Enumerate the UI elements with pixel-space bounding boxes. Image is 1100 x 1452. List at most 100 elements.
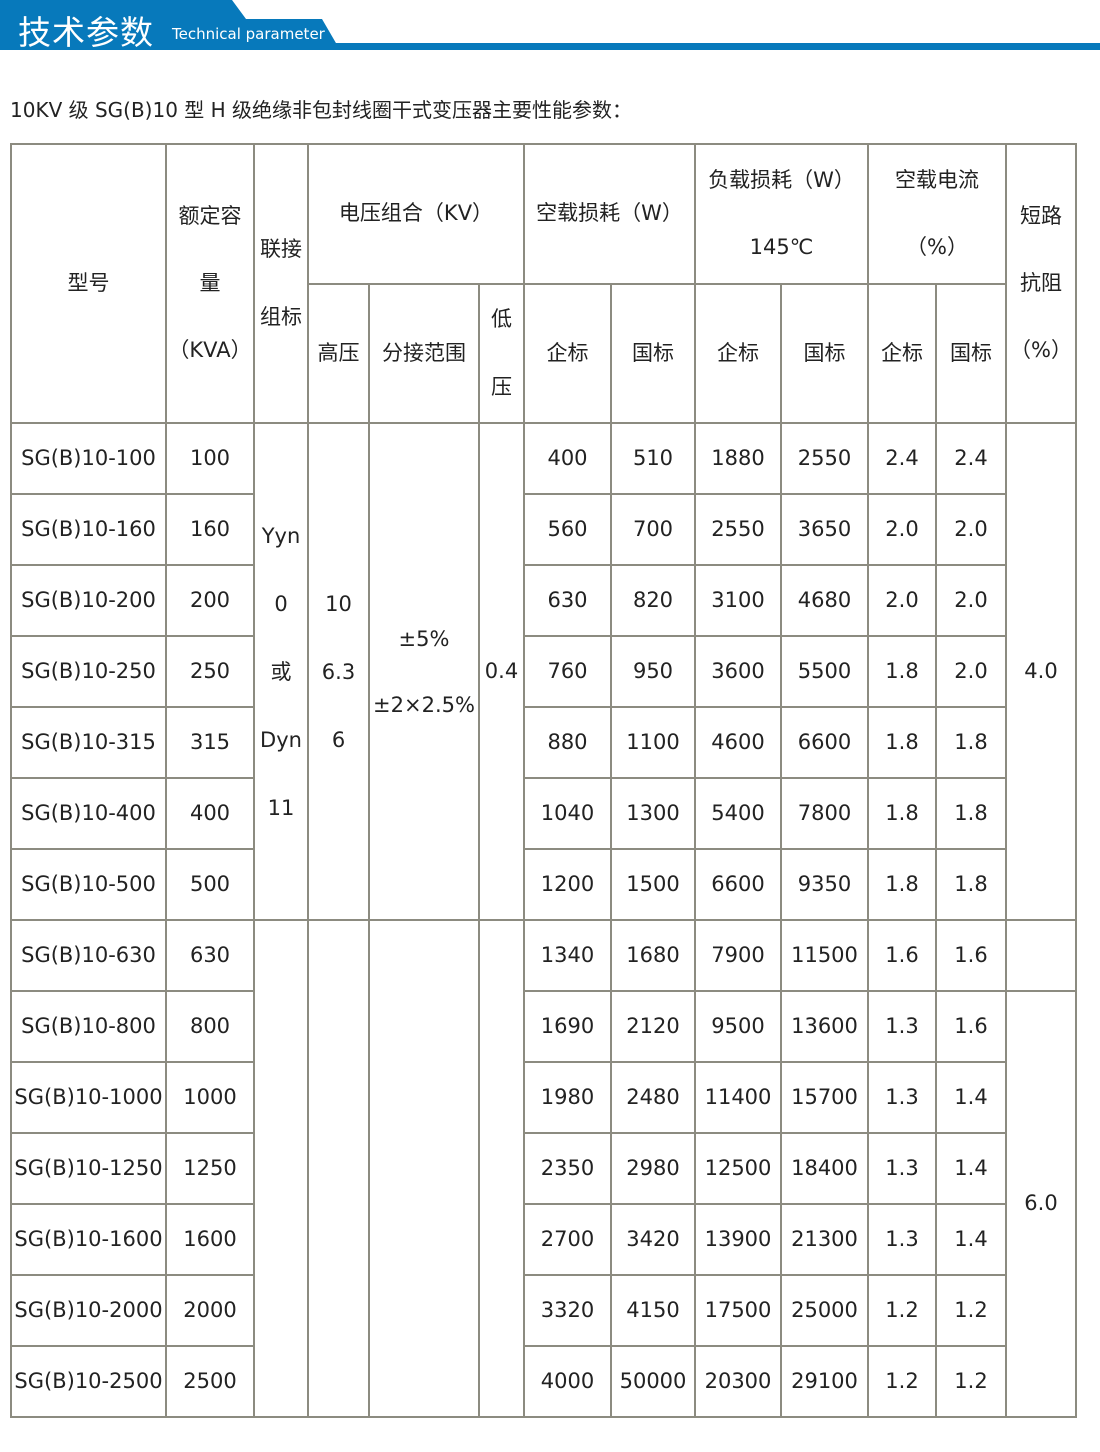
cell-value: 11400 [694, 1061, 782, 1134]
cell-value: 1.8 [935, 777, 1007, 850]
cell-value: 4680 [780, 564, 869, 637]
cell-value: 1200 [523, 848, 612, 921]
cell-line: Yyn [261, 523, 301, 548]
cell-value: 21300 [780, 1203, 869, 1276]
table-caption: 10KV 级 SG(B)10 型 H 级绝缘非包封线圈干式变压器主要性能参数： [10, 98, 633, 122]
cell-value: 1.6 [935, 919, 1007, 992]
parameter-table: 型号 额定容量（KVA） 联接 组标 电压组合（KV） 空载损耗（W） 负载损耗（… [10, 143, 1077, 1418]
cell-value: 1040 [523, 777, 612, 850]
cell-value: 7900 [694, 919, 782, 992]
cell-model: SG(B)10-1000 [10, 1061, 167, 1134]
cell-value: 4600 [694, 706, 782, 779]
header-hv: 高压 [307, 283, 370, 424]
cell-capacity: 2000 [165, 1274, 255, 1347]
cell-capacity: 200 [165, 564, 255, 637]
cell-value: 1690 [523, 990, 612, 1063]
header-noload-loss: 空载损耗（W） [523, 143, 696, 285]
cell-value: 50000 [610, 1345, 696, 1418]
table-row: SG(B)10-250 250 760 950 3600 5500 1.8 2.0 [10, 635, 1076, 708]
header-capacity: 额定容量（KVA） [165, 143, 255, 424]
cell-value: 4150 [610, 1274, 696, 1347]
cell-value: 12500 [694, 1132, 782, 1205]
cell-model: SG(B)10-1600 [10, 1203, 167, 1276]
cell-capacity: 630 [165, 919, 255, 992]
cell-value: 7800 [780, 777, 869, 850]
cell-value: 950 [610, 635, 696, 708]
cell-impedance: 6.0 [1005, 990, 1077, 1418]
table-row: SG(B)10-100 100 Yyn 0 或 Dyn 11 10 6.3 6 ±5% ±2×2.5%… [10, 422, 1077, 921]
cell-value: 2.0 [935, 635, 1007, 708]
cell-value: 700 [610, 493, 696, 566]
cell-value: 18400 [780, 1132, 869, 1205]
table-row: SG(B)10-630 630 1340 1680 7900 11500 1.6 1.6 [10, 919, 1077, 1418]
cell-model: SG(B)10-250 [10, 635, 167, 708]
cell-model: SG(B)10-160 [10, 493, 167, 566]
cell-value: 4000 [523, 1345, 612, 1418]
cell-value: 2550 [780, 422, 869, 495]
header-nat: 国标 [610, 283, 696, 424]
cell-tap-range: ±5% ±2×2.5% [368, 422, 480, 921]
cell-capacity: 1250 [165, 1132, 255, 1205]
cell-model: SG(B)10-630 [10, 919, 167, 992]
header-voltage: 电压组合（KV） [307, 143, 525, 285]
cell-lv: 0.4 [478, 422, 525, 921]
cell-value: 1.6 [935, 990, 1007, 1063]
cell-capacity: 315 [165, 706, 255, 779]
cell-value: 1.3 [867, 1061, 937, 1134]
cell-value: 1.8 [935, 848, 1007, 921]
cell-value: 1.8 [935, 706, 1007, 779]
cell-value: 2350 [523, 1132, 612, 1205]
cell-value: 3420 [610, 1203, 696, 1276]
cell-value: 17500 [694, 1274, 782, 1347]
cell-value: 1.4 [935, 1061, 1007, 1134]
cell-value: 2480 [610, 1061, 696, 1134]
cell-line: 11 [267, 795, 295, 820]
cell-value: 1.2 [867, 1345, 937, 1418]
cell-connection-group: Yyn 0 或 Dyn 11 [253, 422, 309, 921]
cell-model: SG(B)10-500 [10, 848, 167, 921]
cell-value: 2.0 [867, 493, 937, 566]
cell-value: 1880 [694, 422, 782, 495]
table-row: SG(B)10-2000 2000 3320 4150 17500 25000 1.2 1.2 [10, 1274, 1076, 1347]
cell-value: 1.4 [935, 1203, 1007, 1276]
cell-line: 或 [270, 659, 292, 684]
cell-line: 6.3 [321, 659, 356, 684]
cell-value: 630 [523, 564, 612, 637]
cell-value: 510 [610, 422, 696, 495]
cell-value: 1.8 [867, 706, 937, 779]
cell-model: SG(B)10-400 [10, 777, 167, 850]
cell-model: SG(B)10-315 [10, 706, 167, 779]
header-lv: 低压 [478, 283, 525, 424]
cell-capacity: 500 [165, 848, 255, 921]
cell-capacity: 1000 [165, 1061, 255, 1134]
cell-empty [368, 919, 480, 1418]
cell-value: 820 [610, 564, 696, 637]
cell-value: 29100 [780, 1345, 869, 1418]
cell-value: 20300 [694, 1345, 782, 1418]
cell-value: 2.4 [935, 422, 1007, 495]
cell-value: 3100 [694, 564, 782, 637]
cell-empty [307, 919, 370, 1418]
cell-line: ±5% [398, 626, 450, 651]
section-title: 技术参数 [18, 13, 154, 52]
table-row: SG(B)10-160 160 560 700 2550 3650 2.0 2.0 [10, 493, 1076, 566]
cell-value: 1.8 [867, 777, 937, 850]
cell-line: Dyn [260, 727, 302, 752]
header-nat: 国标 [780, 283, 869, 424]
cell-value: 1.2 [935, 1345, 1007, 1418]
cell-impedance-empty [1005, 919, 1077, 992]
cell-value: 1.2 [935, 1274, 1007, 1347]
header-ent: 企标 [867, 283, 937, 424]
cell-value: 1.3 [867, 990, 937, 1063]
cell-value: 1.4 [935, 1132, 1007, 1205]
header-noload-current: 空载电流 （%） [867, 143, 1007, 285]
header-nat: 国标 [935, 283, 1007, 424]
cell-line: ±2×2.5% [373, 692, 475, 717]
section-banner: 技术参数 Technical parameter [0, 0, 1100, 52]
cell-value: 25000 [780, 1274, 869, 1347]
cell-value: 2980 [610, 1132, 696, 1205]
cell-value: 9500 [694, 990, 782, 1063]
table-row: SG(B)10-315 315 880 1100 4600 6600 1.8 1.8 [10, 706, 1076, 779]
cell-value: 5500 [780, 635, 869, 708]
cell-model: SG(B)10-100 [10, 422, 167, 495]
